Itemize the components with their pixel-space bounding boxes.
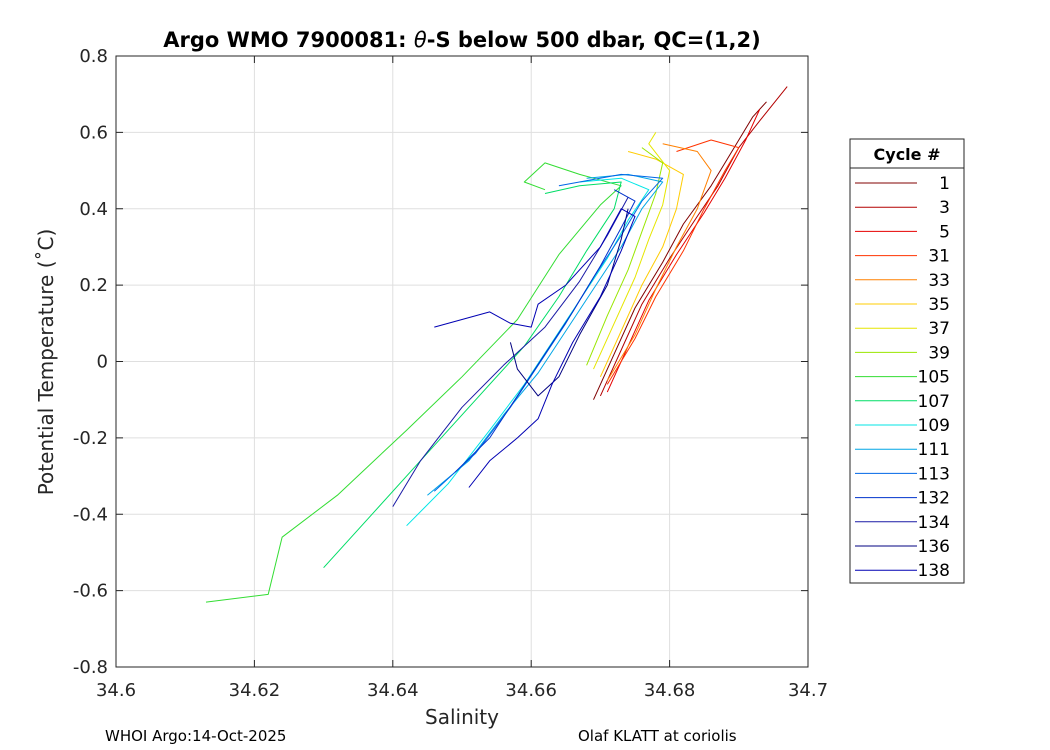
series-line-cycle-132 (454, 189, 636, 473)
chart-title: Argo WMO 7900081: θ-S below 500 dbar, QC… (163, 28, 760, 52)
series-line-cycle-136 (509, 208, 629, 397)
y-axis-label: Potential Temperature (˚C) (34, 229, 58, 496)
legend-label-cycle-33: 33 (928, 271, 950, 291)
x-tick-label: 34.64 (367, 680, 419, 701)
legend-label-cycle-31: 31 (928, 247, 950, 267)
legend-box (849, 138, 965, 584)
series-line-cycle-33 (606, 143, 712, 381)
legend-label-cycle-3: 3 (939, 198, 950, 218)
series-line-cycle-37 (593, 132, 671, 370)
legend-label-cycle-109: 109 (918, 416, 950, 436)
series-line-cycle-1 (593, 101, 767, 400)
series-line-cycle-3 (599, 86, 788, 397)
y-tick-label: 0.6 (79, 122, 108, 143)
y-tick-label: 0.2 (79, 275, 108, 296)
series-line-cycle-107 (323, 181, 622, 569)
y-tick-label: -0.6 (73, 581, 108, 602)
legend-label-cycle-35: 35 (928, 295, 950, 315)
y-axis-ticks: -0.8 -0.6 -0.4 -0.2 0 0.2 0.4 0.6 0.8 (73, 46, 808, 678)
x-axis-ticks: 34.6 34.62 34.64 34.66 34.68 34.7 (96, 56, 828, 701)
y-tick-label: 0.8 (79, 46, 108, 67)
legend-label-cycle-37: 37 (928, 319, 950, 339)
legend: Cycle # 13531333537391051071091111131321… (849, 138, 965, 584)
y-tick-label: -0.2 (73, 428, 108, 449)
legend-title: Cycle # (874, 145, 941, 164)
x-tick-label: 34.6 (96, 680, 136, 701)
series-line-cycle-31 (606, 139, 740, 385)
x-tick-label: 34.68 (644, 680, 696, 701)
series-line-cycle-39 (586, 147, 664, 366)
legend-label-cycle-132: 132 (918, 489, 950, 509)
series-line-cycle-111 (427, 173, 664, 496)
y-tick-label: 0 (97, 352, 108, 373)
y-tick-label: -0.8 (73, 657, 108, 678)
series-line-cycle-105 (205, 162, 622, 603)
x-tick-label: 34.62 (229, 680, 281, 701)
grid-lines (116, 56, 808, 667)
legend-label-cycle-113: 113 (918, 464, 950, 484)
legend-label-cycle-138: 138 (918, 561, 950, 581)
legend-label-cycle-136: 136 (918, 537, 950, 557)
x-tick-label: 34.66 (505, 680, 557, 701)
legend-label-cycle-5: 5 (939, 222, 950, 242)
legend-label-cycle-134: 134 (918, 513, 950, 533)
series-line-cycle-138 (434, 208, 636, 488)
legend-label-cycle-1: 1 (939, 174, 950, 194)
x-axis-label: Salinity (425, 705, 499, 729)
legend-label-cycle-111: 111 (918, 440, 950, 460)
legend-label-cycle-107: 107 (918, 392, 950, 412)
y-tick-label: -0.4 (73, 504, 108, 525)
x-tick-label: 34.7 (788, 680, 828, 701)
series-line-cycle-5 (606, 109, 761, 393)
legend-label-cycle-105: 105 (918, 368, 950, 388)
series-layer (205, 86, 788, 603)
footer-left: WHOI Argo:14-Oct-2025 (105, 727, 286, 745)
footer-right: Olaf KLATT at coriolis (578, 727, 737, 745)
legend-label-cycle-39: 39 (928, 343, 950, 363)
y-tick-label: 0.4 (79, 199, 108, 220)
